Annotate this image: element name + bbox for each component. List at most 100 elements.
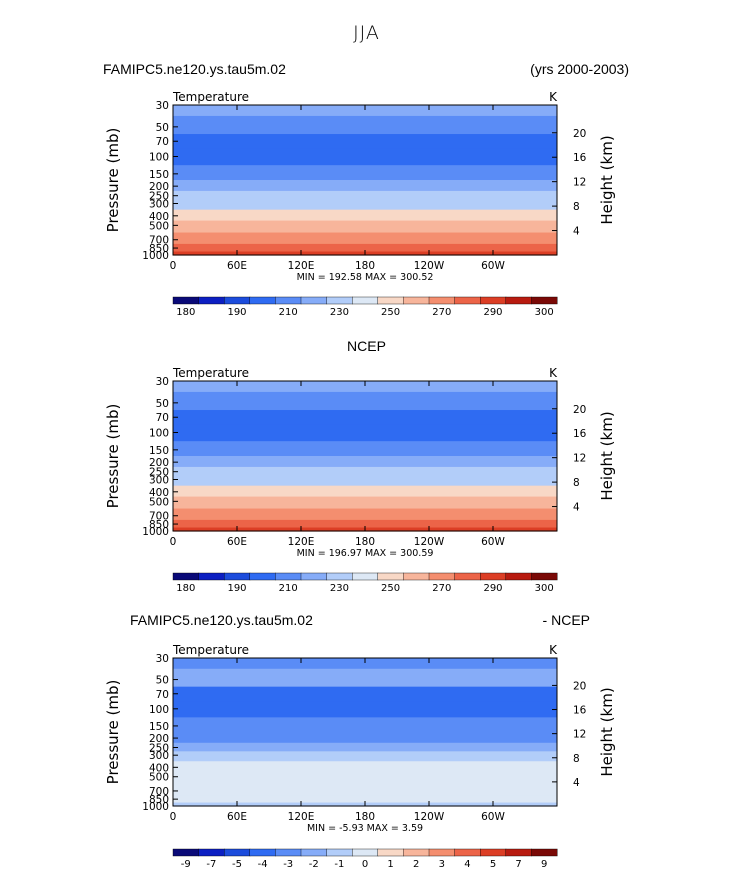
contour-band <box>173 466 557 477</box>
colorbar-swatch <box>505 296 532 305</box>
colorbar-label: 3 <box>439 859 445 870</box>
height-axis-label: Height (km) <box>598 687 616 776</box>
height-tick-label: 12 <box>573 729 586 741</box>
height-tick-label: 20 <box>573 404 586 416</box>
height-tick-label: 12 <box>573 177 586 189</box>
x-tick-label: 60W <box>481 260 505 272</box>
contour-band <box>173 795 557 804</box>
colorbar-label: 190 <box>227 307 246 318</box>
x-tick-label: 60E <box>227 536 247 548</box>
colorbar-label: 250 <box>381 583 400 594</box>
y-tick-label: 1000 <box>142 250 169 262</box>
y-tick-label: 200 <box>149 733 169 745</box>
units-label: K <box>549 366 558 380</box>
x-tick-label: 180 <box>355 536 375 548</box>
y-tick-label: 700 <box>149 511 169 523</box>
y-tick-label: 150 <box>149 445 169 457</box>
colorbar-label: -3 <box>283 859 293 870</box>
y-axis-label: Pressure (mb) <box>104 404 122 509</box>
height-axis-label: Height (km) <box>598 135 616 224</box>
contour-band <box>173 165 557 181</box>
y-tick-label: 150 <box>149 721 169 733</box>
colorbar-label: 290 <box>483 583 502 594</box>
y-tick-label: 500 <box>149 496 169 508</box>
contour-band <box>173 410 557 426</box>
y-tick-label: 150 <box>149 169 169 181</box>
field-label: Temperature <box>172 90 249 104</box>
contour-band <box>173 424 557 442</box>
colorbar-swatch <box>198 296 225 305</box>
colorbar-label: 300 <box>535 583 554 594</box>
y-tick-label: 300 <box>149 474 169 486</box>
contour-band <box>173 701 557 718</box>
y-tick-label: 700 <box>149 235 169 247</box>
colorbar-swatch <box>300 848 328 857</box>
height-tick-label: 16 <box>573 152 587 164</box>
y-tick-label: 300 <box>149 750 169 762</box>
contour-band <box>173 658 557 670</box>
contour-band <box>173 391 557 411</box>
contour-band <box>173 732 557 744</box>
contour-band <box>173 742 557 752</box>
y-axis-label: Pressure (mb) <box>104 128 122 233</box>
colorbar-label: 210 <box>279 583 298 594</box>
colorbar-swatch <box>352 296 379 305</box>
height-tick-label: 4 <box>573 777 580 789</box>
colorbar-swatch <box>531 848 558 857</box>
x-tick-label: 120W <box>414 536 445 548</box>
panel-model <box>172 104 558 305</box>
colorbar-swatch <box>326 848 353 857</box>
x-tick-label: 0 <box>170 536 177 548</box>
colorbar-swatch <box>531 296 558 305</box>
x-tick-label: 180 <box>355 811 375 823</box>
colorbar-swatch <box>275 296 302 305</box>
height-tick-label: 4 <box>573 502 580 514</box>
contour-band <box>173 441 557 457</box>
colorbar-swatch <box>223 572 251 581</box>
min-max-stats: MIN = 192.58 MAX = 300.52 <box>297 272 434 283</box>
colorbar-swatch <box>249 296 276 305</box>
y-tick-label: 200 <box>149 457 169 469</box>
y-tick-label: 50 <box>156 675 169 687</box>
colorbar-label: 180 <box>176 583 195 594</box>
colorbar-swatch <box>480 572 507 581</box>
colorbar-swatch <box>403 848 430 857</box>
y-tick-label: 250 <box>149 742 169 754</box>
colorbar-swatch <box>505 848 532 857</box>
y-tick-label: 50 <box>156 122 169 134</box>
x-tick-label: 120E <box>288 536 315 548</box>
colorbar-swatch <box>531 572 558 581</box>
height-tick-label: 8 <box>573 201 580 213</box>
contour-band <box>173 751 557 762</box>
contour-band <box>173 508 557 521</box>
y-tick-label: 1000 <box>142 801 169 813</box>
colorbar-label: -7 <box>206 859 216 870</box>
colorbar-swatch <box>454 296 481 305</box>
height-tick-label: 4 <box>573 226 580 238</box>
colorbar-swatch <box>403 296 430 305</box>
y-tick-label: 850 <box>149 519 169 531</box>
x-tick-label: 180 <box>355 260 375 272</box>
colorbar-swatch <box>172 848 200 857</box>
y-tick-label: 850 <box>149 794 169 806</box>
x-tick-label: 60E <box>227 260 247 272</box>
y-tick-label: 100 <box>149 704 169 716</box>
x-tick-label: 120E <box>288 811 315 823</box>
height-tick-label: 16 <box>573 705 587 717</box>
contour-band <box>173 772 557 785</box>
y-tick-label: 200 <box>149 181 169 193</box>
colorbar-label: 0 <box>362 859 368 870</box>
colorbar-label: 190 <box>227 583 246 594</box>
colorbar-swatch <box>403 572 430 581</box>
panel1-title-left: FAMIPC5.ne120.ys.tau5m.02 <box>103 61 286 77</box>
colorbar-label: 250 <box>381 307 400 318</box>
min-max-stats: MIN = 196.97 MAX = 300.59 <box>297 548 434 559</box>
colorbar-swatch <box>377 296 404 305</box>
contour-band <box>173 134 557 150</box>
height-tick-label: 20 <box>573 128 586 140</box>
colorbar-label: 210 <box>279 307 298 318</box>
contour-band <box>173 519 557 529</box>
contour-band <box>173 115 557 135</box>
contour-band <box>173 668 557 688</box>
y-tick-label: 850 <box>149 243 169 255</box>
